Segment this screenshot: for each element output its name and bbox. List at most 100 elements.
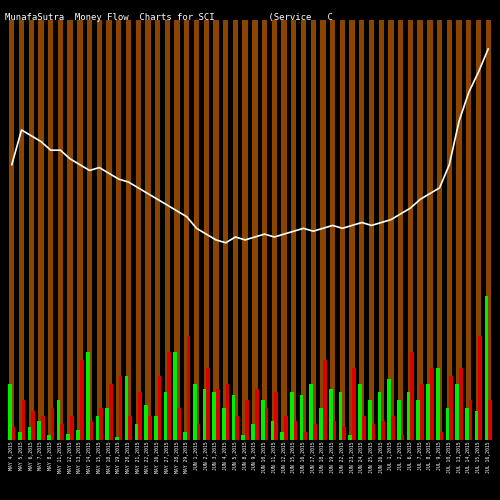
Bar (70, 416, 74, 440)
Bar (242, 435, 245, 440)
Bar (66, 434, 70, 440)
Bar (446, 408, 450, 440)
Bar (232, 20, 238, 440)
Bar (9, 20, 15, 440)
Bar (310, 384, 313, 440)
Bar (87, 20, 92, 440)
Bar (378, 392, 382, 440)
Bar (119, 376, 122, 440)
Bar (465, 408, 469, 440)
Bar (236, 416, 239, 440)
Bar (8, 384, 12, 440)
Bar (109, 384, 112, 440)
Bar (168, 352, 171, 440)
Bar (48, 20, 54, 440)
Bar (406, 392, 410, 440)
Bar (193, 384, 196, 440)
Bar (155, 20, 160, 440)
Bar (282, 20, 286, 440)
Bar (430, 368, 434, 440)
Bar (68, 20, 73, 440)
Bar (187, 336, 190, 440)
Bar (329, 389, 332, 440)
Bar (22, 400, 25, 440)
Bar (350, 20, 355, 440)
Bar (144, 405, 148, 440)
Bar (418, 20, 423, 440)
Bar (115, 437, 119, 440)
Bar (372, 424, 375, 440)
Bar (408, 20, 413, 440)
Bar (164, 20, 170, 440)
Bar (116, 20, 121, 440)
Bar (106, 408, 109, 440)
Bar (468, 400, 472, 440)
Bar (174, 352, 177, 440)
Bar (164, 392, 168, 440)
Bar (338, 392, 342, 440)
Bar (28, 427, 31, 440)
Bar (56, 400, 60, 440)
Bar (290, 392, 294, 440)
Bar (475, 412, 478, 440)
Bar (466, 20, 471, 440)
Bar (313, 424, 317, 440)
Bar (100, 408, 103, 440)
Bar (12, 427, 16, 440)
Bar (323, 360, 326, 440)
Bar (410, 352, 414, 440)
Bar (38, 421, 41, 440)
Bar (128, 416, 132, 440)
Bar (77, 20, 82, 440)
Bar (342, 427, 346, 440)
Bar (47, 435, 50, 440)
Bar (301, 20, 306, 440)
Bar (456, 384, 459, 440)
Bar (440, 432, 444, 440)
Bar (397, 400, 400, 440)
Bar (378, 20, 384, 440)
Bar (204, 20, 209, 440)
Bar (96, 20, 102, 440)
Text: MunafaSutra  Money Flow  Charts for SCI          (Service   C                   : MunafaSutra Money Flow Charts for SCI (S… (5, 12, 500, 22)
Bar (206, 368, 210, 440)
Bar (80, 360, 84, 440)
Bar (264, 408, 268, 440)
Bar (242, 20, 248, 440)
Bar (294, 421, 298, 440)
Bar (223, 20, 228, 440)
Bar (320, 20, 326, 440)
Bar (332, 421, 336, 440)
Bar (270, 421, 274, 440)
Bar (340, 20, 345, 440)
Bar (368, 400, 372, 440)
Bar (158, 376, 162, 440)
Bar (459, 368, 462, 440)
Bar (183, 432, 187, 440)
Bar (245, 400, 249, 440)
Bar (304, 432, 307, 440)
Bar (369, 20, 374, 440)
Bar (400, 435, 404, 440)
Bar (126, 20, 131, 440)
Bar (280, 432, 284, 440)
Bar (348, 435, 352, 440)
Bar (58, 20, 63, 440)
Bar (255, 389, 258, 440)
Bar (388, 20, 394, 440)
Bar (96, 416, 100, 440)
Bar (478, 336, 482, 440)
Bar (38, 20, 44, 440)
Bar (436, 368, 440, 440)
Bar (28, 20, 34, 440)
Bar (194, 20, 199, 440)
Bar (19, 20, 24, 440)
Bar (216, 389, 220, 440)
Bar (391, 416, 394, 440)
Bar (145, 20, 150, 440)
Bar (184, 20, 190, 440)
Bar (154, 416, 158, 440)
Bar (446, 20, 452, 440)
Bar (222, 408, 226, 440)
Bar (262, 20, 268, 440)
